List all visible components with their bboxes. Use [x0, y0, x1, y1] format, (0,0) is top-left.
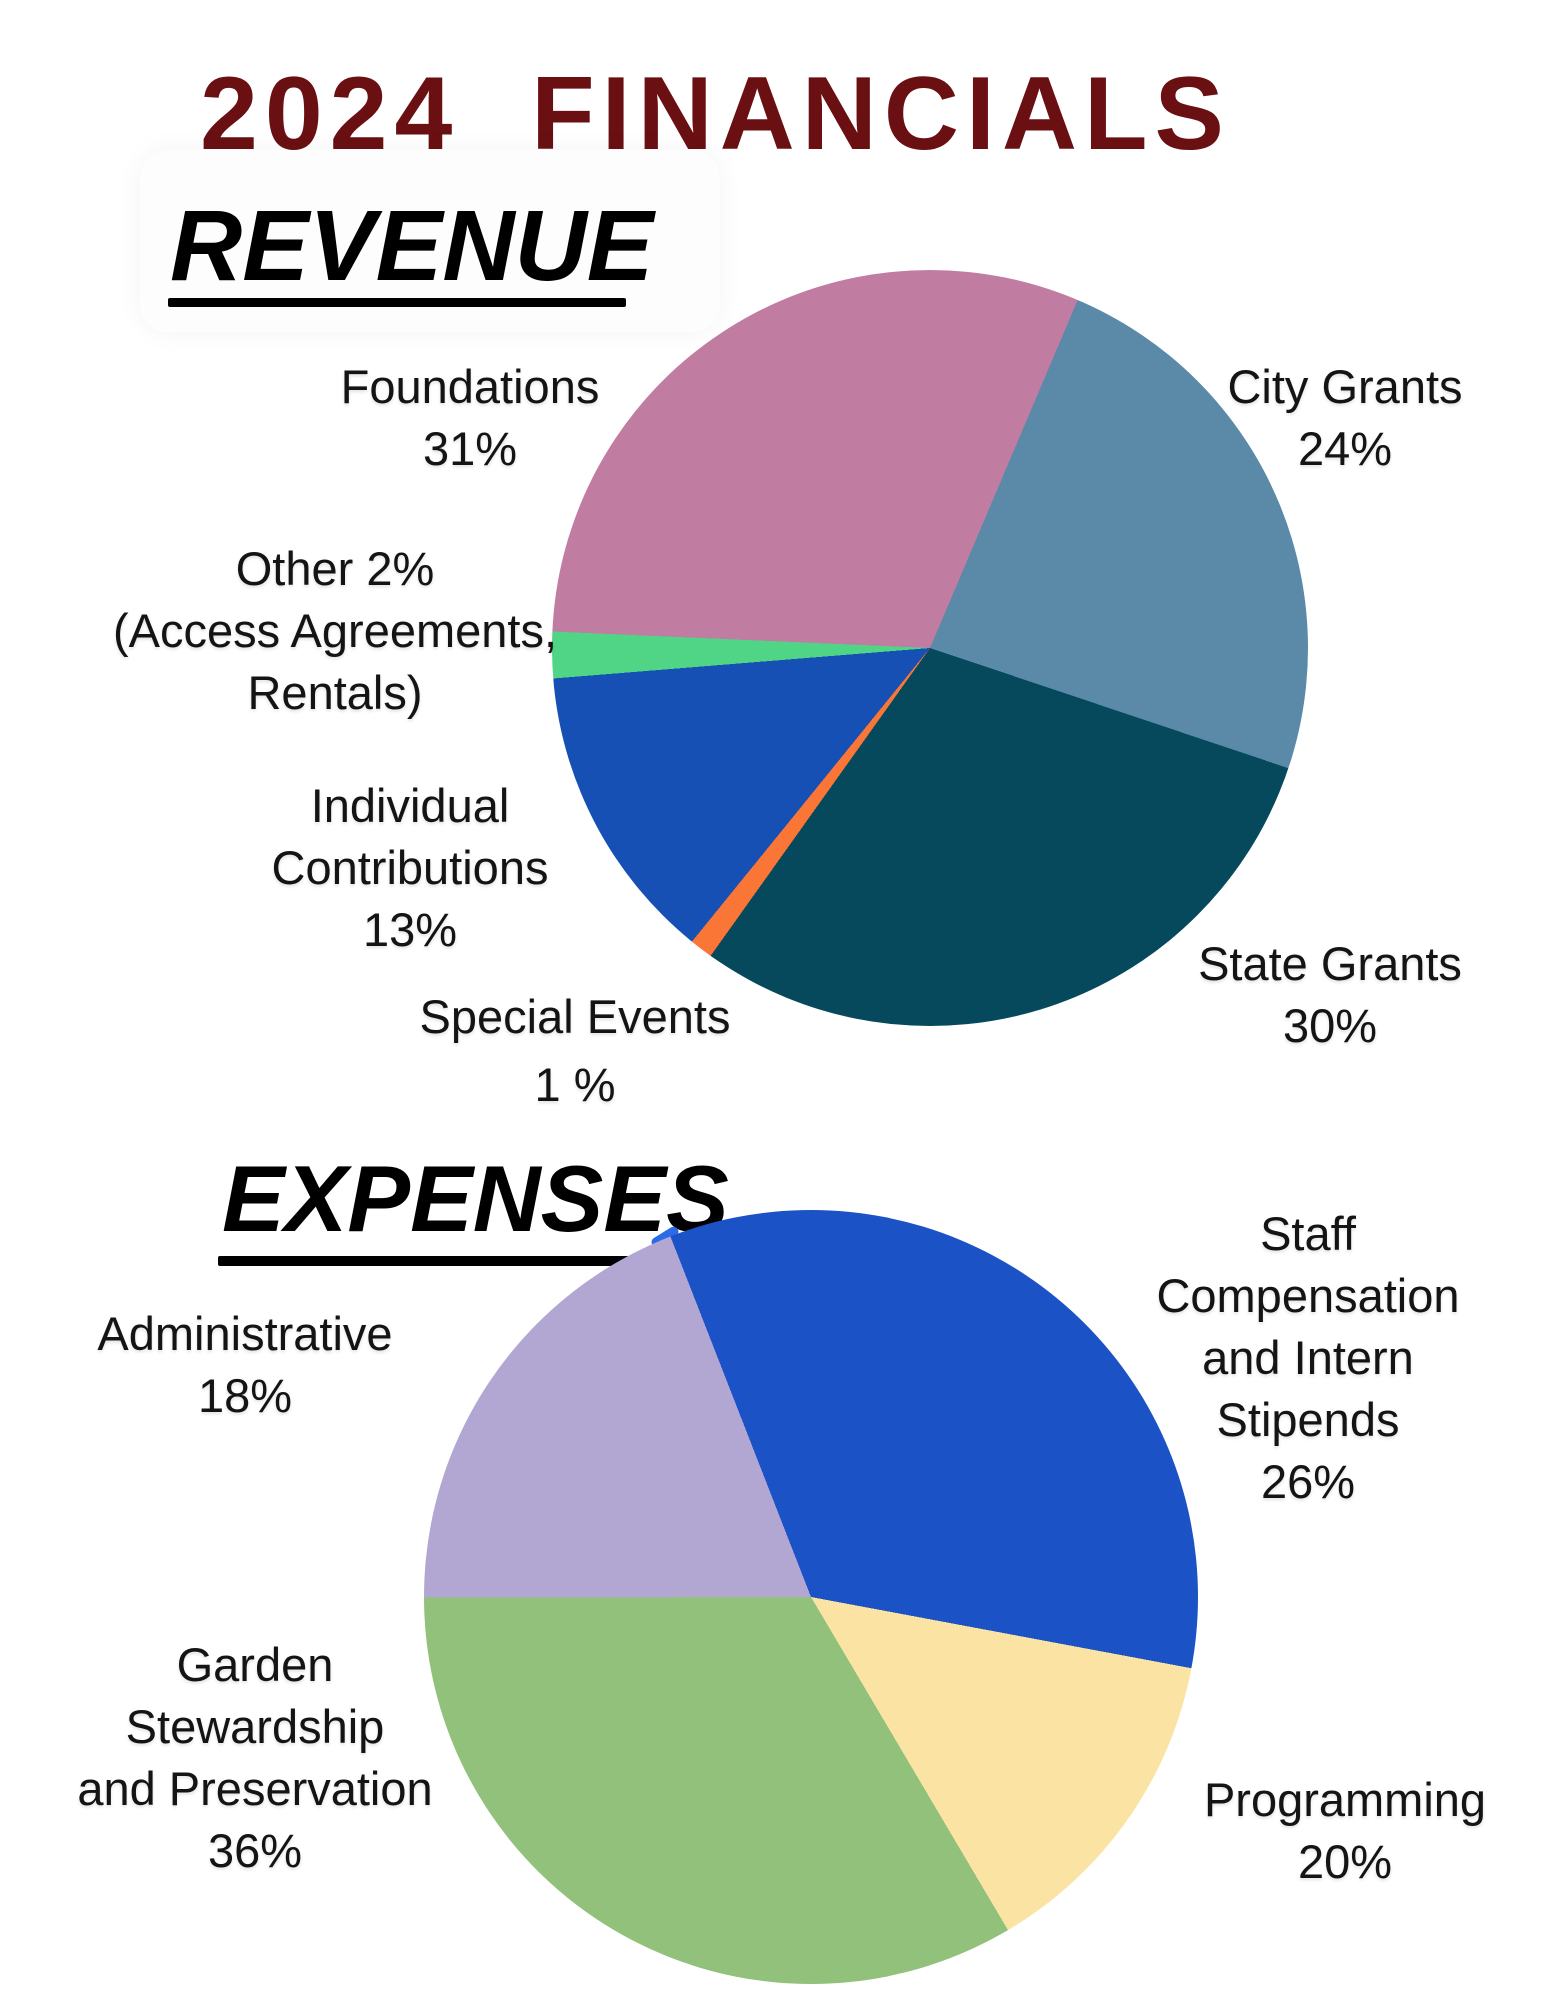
revenue-pie-chart — [552, 270, 1308, 1026]
label-line: Administrative — [97, 1307, 393, 1360]
label-value: 26% — [1260, 1455, 1356, 1508]
revenue-section-heading: REVENUE — [170, 190, 654, 302]
label-value: 18% — [197, 1369, 293, 1422]
label-line: Staff — [1260, 1207, 1356, 1260]
revenue-label-city-grants: City Grants 24% — [1145, 356, 1545, 480]
label-line: City Grants — [1227, 360, 1463, 413]
page-title: 2024 FINANCIALS — [200, 56, 1231, 172]
label-line: Compensation — [1156, 1269, 1460, 1322]
revenue-heading-underline — [168, 298, 626, 307]
label-value: 20% — [1297, 1835, 1393, 1888]
expenses-heading-underline — [218, 1256, 682, 1266]
expenses-section-heading: EXPENSES — [222, 1146, 729, 1251]
label-value: 24% — [1297, 422, 1393, 475]
label-line: State Grants — [1198, 937, 1462, 990]
label-line: Programming — [1203, 1773, 1487, 1826]
label-value: 36% — [207, 1824, 303, 1877]
label-line: Garden — [176, 1638, 334, 1691]
label-line: Stipends — [1216, 1393, 1400, 1446]
label-line: Rentals) — [247, 666, 423, 719]
revenue-label-other: Other 2% (Access Agreements, Rentals) — [75, 538, 595, 724]
expenses-pie-chart — [424, 1210, 1198, 1984]
label-line: and Preservation — [77, 1762, 433, 1815]
label-line: Stewardship — [125, 1700, 385, 1753]
revenue-label-individual-contributions: Individual Contributions 13% — [190, 775, 630, 961]
label-line: and Intern — [1202, 1331, 1414, 1384]
expenses-label-garden-stewardship: Garden Stewardship and Preservation 36% — [35, 1634, 475, 1882]
label-value: 31% — [422, 422, 518, 475]
expenses-label-administrative: Administrative 18% — [45, 1303, 445, 1427]
label-line: Special Events — [419, 990, 731, 1043]
revenue-label-special-events: Special Events 1 % — [355, 983, 795, 1119]
label-line: Other 2% — [235, 542, 435, 595]
label-value: 30% — [1282, 999, 1378, 1052]
label-line: Foundations — [340, 360, 600, 413]
label-line: Contributions — [271, 841, 549, 894]
label-value: 13% — [362, 903, 458, 956]
revenue-label-foundations: Foundations 31% — [270, 356, 670, 480]
revenue-label-state-grants: State Grants 30% — [1130, 933, 1530, 1057]
label-line: Individual — [310, 779, 510, 832]
label-line: (Access Agreements, — [112, 604, 558, 657]
label-value: 1 % — [534, 1058, 616, 1111]
expenses-label-programming: Programming 20% — [1145, 1769, 1545, 1893]
expenses-label-staff-compensation: Staff Compensation and Intern Stipends 2… — [1098, 1203, 1518, 1513]
